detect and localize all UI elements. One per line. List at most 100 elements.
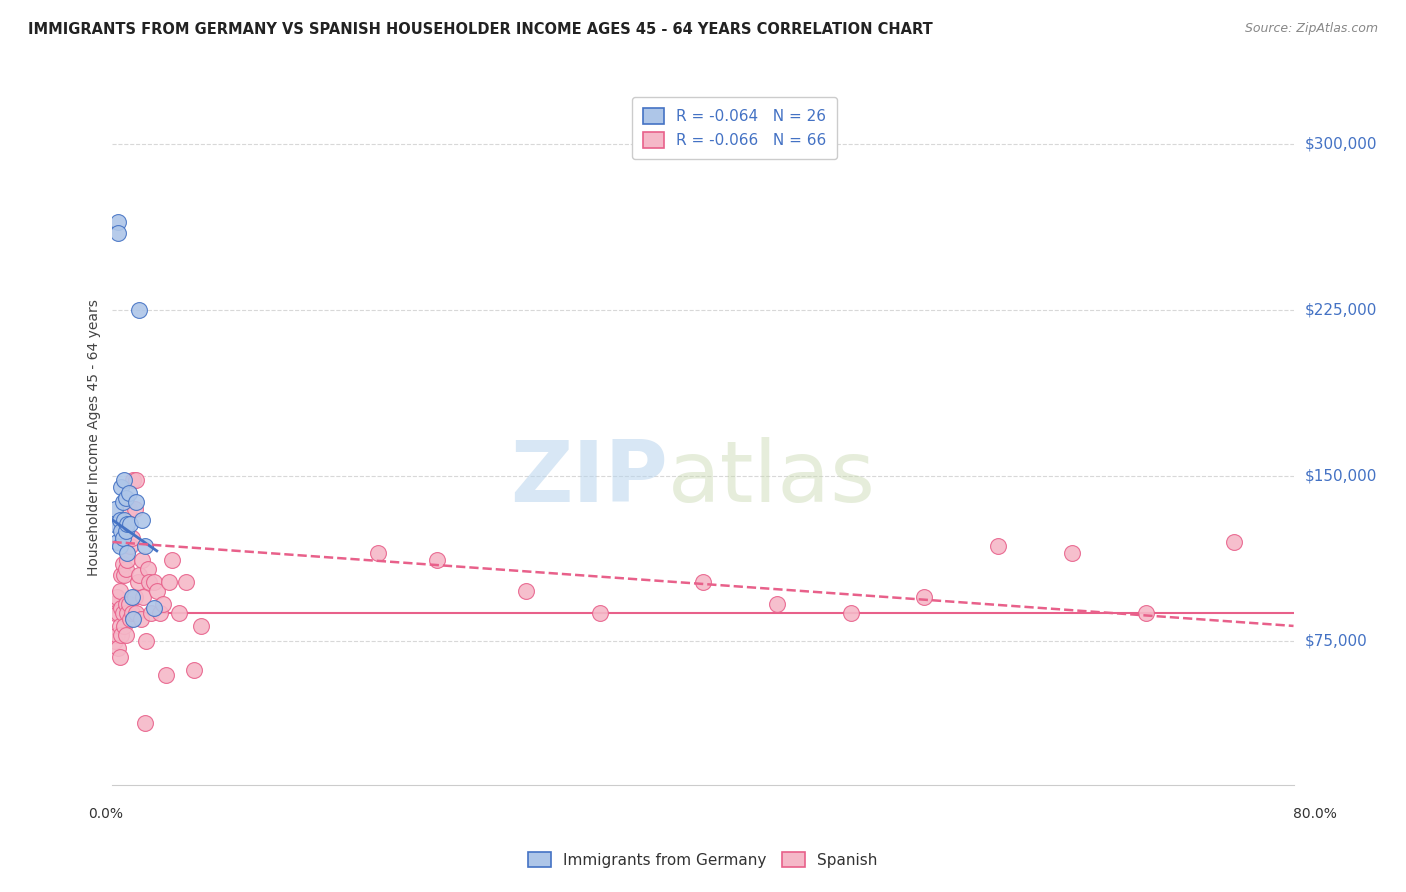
- Point: [426, 552, 449, 566]
- Point: [108, 583, 131, 598]
- Point: [122, 612, 145, 626]
- Text: 80.0%: 80.0%: [1292, 807, 1337, 822]
- Point: [138, 574, 160, 589]
- Point: [124, 501, 146, 516]
- Point: [692, 574, 714, 589]
- Point: [110, 524, 132, 538]
- Point: [131, 513, 153, 527]
- Point: [111, 495, 134, 509]
- Point: [125, 495, 148, 509]
- Point: [117, 546, 138, 560]
- Point: [134, 540, 156, 554]
- Point: [142, 574, 165, 589]
- Point: [114, 561, 136, 575]
- Point: [107, 215, 129, 229]
- Point: [125, 606, 148, 620]
- Point: [139, 606, 162, 620]
- Point: [134, 716, 156, 731]
- Point: [155, 667, 177, 681]
- Point: [1062, 546, 1084, 560]
- Point: [149, 606, 172, 620]
- Text: Source: ZipAtlas.com: Source: ZipAtlas.com: [1244, 22, 1378, 36]
- Text: $225,000: $225,000: [1305, 302, 1376, 318]
- Point: [128, 568, 150, 582]
- Point: [103, 517, 125, 532]
- Point: [107, 226, 129, 240]
- Point: [105, 628, 128, 642]
- Point: [104, 501, 127, 516]
- Point: [108, 619, 131, 633]
- Point: [105, 535, 128, 549]
- Point: [124, 591, 146, 605]
- Point: [111, 531, 134, 545]
- Point: [107, 606, 129, 620]
- Point: [131, 552, 153, 566]
- Point: [112, 513, 135, 527]
- Point: [122, 473, 145, 487]
- Point: [766, 597, 789, 611]
- Point: [121, 591, 143, 605]
- Point: [108, 649, 131, 664]
- Point: [1135, 606, 1157, 620]
- Point: [160, 552, 183, 566]
- Point: [136, 561, 159, 575]
- Point: [1223, 535, 1246, 549]
- Point: [104, 634, 127, 648]
- Point: [105, 591, 128, 605]
- Point: [183, 663, 205, 677]
- Text: atlas: atlas: [668, 437, 876, 520]
- Point: [117, 552, 138, 566]
- Point: [174, 574, 197, 589]
- Point: [146, 583, 169, 598]
- Text: 0.0%: 0.0%: [89, 807, 122, 822]
- Point: [118, 501, 141, 516]
- Point: [118, 486, 141, 500]
- Point: [114, 524, 136, 538]
- Point: [117, 606, 138, 620]
- Point: [987, 540, 1010, 554]
- Point: [157, 574, 180, 589]
- Point: [120, 517, 142, 532]
- Point: [142, 601, 165, 615]
- Point: [114, 491, 136, 505]
- Point: [117, 517, 138, 532]
- Point: [107, 640, 129, 655]
- Point: [114, 597, 136, 611]
- Point: [108, 513, 131, 527]
- Point: [110, 568, 132, 582]
- Point: [110, 628, 132, 642]
- Point: [190, 619, 212, 633]
- Point: [132, 591, 155, 605]
- Point: [114, 628, 136, 642]
- Legend: Immigrants from Germany, Spanish: Immigrants from Germany, Spanish: [520, 844, 886, 875]
- Legend: R = -0.064   N = 26, R = -0.066   N = 66: R = -0.064 N = 26, R = -0.066 N = 66: [631, 97, 837, 159]
- Text: ZIP: ZIP: [510, 437, 668, 520]
- Point: [152, 597, 174, 611]
- Y-axis label: Householder Income Ages 45 - 64 years: Householder Income Ages 45 - 64 years: [87, 299, 101, 575]
- Point: [110, 480, 132, 494]
- Point: [104, 606, 127, 620]
- Point: [839, 606, 862, 620]
- Text: IMMIGRANTS FROM GERMANY VS SPANISH HOUSEHOLDER INCOME AGES 45 - 64 YEARS CORRELA: IMMIGRANTS FROM GERMANY VS SPANISH HOUSE…: [28, 22, 932, 37]
- Point: [914, 591, 936, 605]
- Point: [367, 546, 389, 560]
- Point: [120, 540, 142, 554]
- Point: [120, 612, 142, 626]
- Point: [125, 473, 148, 487]
- Point: [588, 606, 610, 620]
- Point: [111, 606, 134, 620]
- Point: [121, 531, 143, 545]
- Point: [167, 606, 190, 620]
- Point: [515, 583, 537, 598]
- Point: [111, 557, 134, 571]
- Point: [112, 619, 135, 633]
- Point: [103, 597, 125, 611]
- Point: [135, 634, 157, 648]
- Text: $300,000: $300,000: [1305, 136, 1376, 152]
- Point: [112, 568, 135, 582]
- Point: [118, 597, 141, 611]
- Point: [121, 606, 143, 620]
- Point: [128, 303, 150, 318]
- Text: $75,000: $75,000: [1305, 634, 1368, 648]
- Point: [129, 612, 152, 626]
